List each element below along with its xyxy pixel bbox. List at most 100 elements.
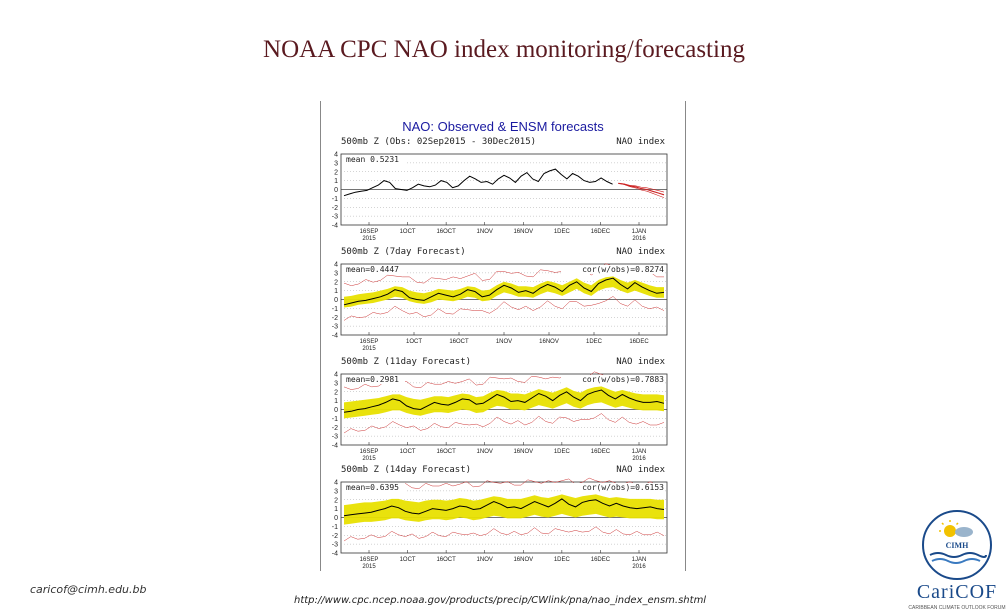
- x-tick-label: 16OCT: [436, 229, 456, 235]
- y-tick-label: -2: [332, 425, 338, 432]
- contact-email: caricof@cimh.edu.bb: [30, 583, 147, 596]
- panel-label: NAO index: [616, 247, 665, 257]
- x-tick-label: 16SEP: [360, 557, 379, 563]
- sun-icon: [944, 525, 956, 537]
- mean-label: mean=0.2981: [346, 375, 399, 384]
- cimh-badge: CIMH: [922, 510, 992, 580]
- y-tick-label: 4: [334, 480, 338, 487]
- source-url[interactable]: http://www.cpc.ncep.noaa.gov/products/pr…: [294, 595, 707, 606]
- mean-label-bg: [343, 483, 405, 492]
- ensemble-lower-bound: [343, 526, 665, 542]
- y-tick-label: -2: [332, 205, 338, 212]
- mean-label: mean 0.5231: [346, 155, 399, 164]
- y-tick-label: 3: [334, 270, 338, 277]
- caricof-logo: CIMH CariCOF CARIBBEAN CLIMATE OUTLOOK F…: [908, 505, 1006, 612]
- panel-label: NAO index: [616, 137, 665, 147]
- x-tick-label: 1DEC: [554, 229, 571, 235]
- x-tick-label: 16NOV: [513, 229, 533, 235]
- y-tick-label: 1: [334, 288, 338, 295]
- y-tick-label: 1: [334, 398, 338, 405]
- x-tick-label: 1OCT: [400, 557, 416, 563]
- panel-7day: 500mb Z (7day Forecast) NAO index 43 2 1 0 -1 -…: [332, 247, 668, 352]
- mean-label: mean=0.6395: [346, 483, 399, 492]
- ensemble-spread-band: [344, 276, 664, 308]
- corr-label-bg: [561, 265, 665, 274]
- panel-11day: 500mb Z (11day Forecast) NAO index 43 2 1 0 -1…: [332, 357, 668, 462]
- panel-title: 500mb Z (11day Forecast): [341, 357, 471, 367]
- y-tick-label: -1: [332, 524, 338, 531]
- panel-14day: 500mb Z (14day Forecast) NAO index 43 2 1 0 -1…: [332, 465, 668, 570]
- cloud-icon: [955, 527, 973, 537]
- panel-title: 500mb Z (Obs: 02Sep2015 - 30Dec2015): [341, 137, 536, 147]
- y-tick-label: -2: [332, 533, 338, 540]
- x-tick-label: 1OCT: [400, 229, 416, 235]
- x-tick-year: 2016: [632, 456, 646, 462]
- y-tick-label: 0: [334, 407, 338, 414]
- x-tick-label: 1JAN: [632, 449, 647, 455]
- y-tick-label: -4: [332, 223, 338, 230]
- x-tick-label: 1OCT: [406, 339, 422, 345]
- x-tick-year: 2015: [362, 236, 376, 242]
- panel-label: NAO index: [616, 357, 665, 367]
- y-tick-label: -4: [332, 551, 338, 558]
- y-tick-label: -3: [332, 542, 338, 549]
- ensemble-lower-bound: [343, 296, 665, 321]
- page-title: NOAA CPC NAO index monitoring/forecastin…: [263, 36, 745, 63]
- observed-line: [343, 168, 613, 197]
- y-tick-label: 4: [334, 262, 338, 269]
- x-tick-label: 16SEP: [360, 229, 379, 235]
- x-tick-label: 1NOV: [477, 229, 493, 235]
- x-tick-year: 2016: [632, 236, 646, 242]
- x-tick-label: 16DEC: [591, 557, 611, 563]
- x-tick-year: 2015: [362, 346, 376, 352]
- x-tick-label: 16NOV: [539, 339, 559, 345]
- y-tick-label: 2: [334, 389, 338, 396]
- x-tick-label: 1OCT: [400, 449, 416, 455]
- y-tick-label: 1: [334, 178, 338, 185]
- mean-label-bg: [343, 265, 405, 274]
- forecast-line: [618, 182, 665, 196]
- corr-label-bg: [561, 483, 665, 492]
- forecast-line: [618, 183, 665, 193]
- y-tick-label: 0: [334, 187, 338, 194]
- y-tick-label: -2: [332, 315, 338, 322]
- cimh-text: CIMH: [946, 541, 969, 550]
- y-tick-label: 0: [334, 515, 338, 522]
- y-tick-label: 2: [334, 169, 338, 176]
- corr-label: cor(w/obs)=0.6153: [582, 483, 664, 492]
- logo-subtitle: CARIBBEAN CLIMATE OUTLOOK FORUM: [908, 605, 1006, 611]
- y-tick-label: 0: [334, 297, 338, 304]
- y-tick-label: 3: [334, 160, 338, 167]
- panel-title: 500mb Z (7day Forecast): [341, 247, 466, 257]
- x-tick-label: 16OCT: [436, 449, 456, 455]
- mean-label-bg: [343, 375, 405, 384]
- mean-label-bg: [343, 155, 405, 164]
- corr-label: cor(w/obs)=0.8274: [582, 265, 664, 274]
- x-tick-label: 16SEP: [360, 449, 379, 455]
- x-tick-label: 1NOV: [477, 557, 493, 563]
- x-tick-label: 1JAN: [632, 229, 647, 235]
- y-tick-label: 3: [334, 380, 338, 387]
- x-tick-label: 16SEP: [360, 339, 379, 345]
- corr-label: cor(w/obs)=0.7883: [582, 375, 664, 384]
- mean-label: mean=0.4447: [346, 265, 399, 274]
- x-tick-label: 1DEC: [554, 449, 571, 455]
- y-tick-label: 2: [334, 279, 338, 286]
- y-tick-label: -3: [332, 324, 338, 331]
- figure-title: NAO: Observed & ENSM forecasts: [402, 119, 604, 134]
- nao-figure: NAO: Observed & ENSM forecasts 500mb Z (…: [320, 101, 686, 571]
- y-tick-label: -1: [332, 416, 338, 423]
- x-tick-label: 16NOV: [513, 449, 533, 455]
- observed-line: [343, 498, 665, 517]
- logo-word: CariCOF: [916, 581, 998, 603]
- y-tick-label: -4: [332, 333, 338, 340]
- y-tick-label: 3: [334, 488, 338, 495]
- y-tick-label: -4: [332, 443, 338, 450]
- panel-label: NAO index: [616, 465, 665, 475]
- x-tick-year: 2015: [362, 564, 376, 570]
- x-tick-label: 1NOV: [496, 339, 512, 345]
- y-tick-label: -1: [332, 306, 338, 313]
- x-tick-label: 1DEC: [586, 339, 603, 345]
- panel-title: 500mb Z (14day Forecast): [341, 465, 471, 475]
- y-tick-label: -1: [332, 196, 338, 203]
